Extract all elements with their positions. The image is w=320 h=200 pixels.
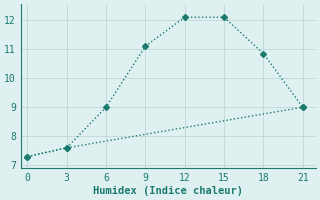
X-axis label: Humidex (Indice chaleur): Humidex (Indice chaleur) [93, 186, 243, 196]
